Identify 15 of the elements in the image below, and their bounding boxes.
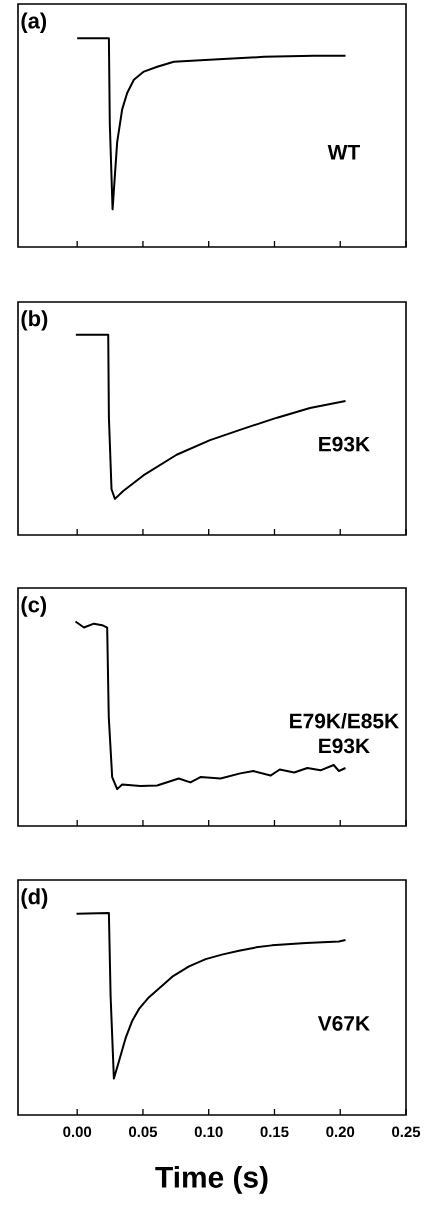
- annotation: V67K: [317, 1015, 370, 1031]
- x-tick-label: 0.15: [260, 1126, 289, 1138]
- x-tick-label: 0.05: [129, 1126, 158, 1138]
- text: (d): [21, 888, 48, 909]
- text: (b): [21, 310, 48, 331]
- x-axis-title: Time (s): [155, 1165, 268, 1194]
- x-tick-label: 0.20: [326, 1126, 355, 1138]
- x-tick-label: 0.10: [194, 1126, 223, 1138]
- text: (a): [21, 12, 47, 33]
- text: (c): [21, 596, 47, 617]
- x-tick-label: 0.25: [392, 1126, 421, 1138]
- annotation: E79K/E85K E93K: [290, 713, 399, 754]
- annotation: WT: [327, 145, 360, 160]
- annotation: E93K: [319, 436, 370, 452]
- x-tick-label: 0.00: [63, 1126, 92, 1138]
